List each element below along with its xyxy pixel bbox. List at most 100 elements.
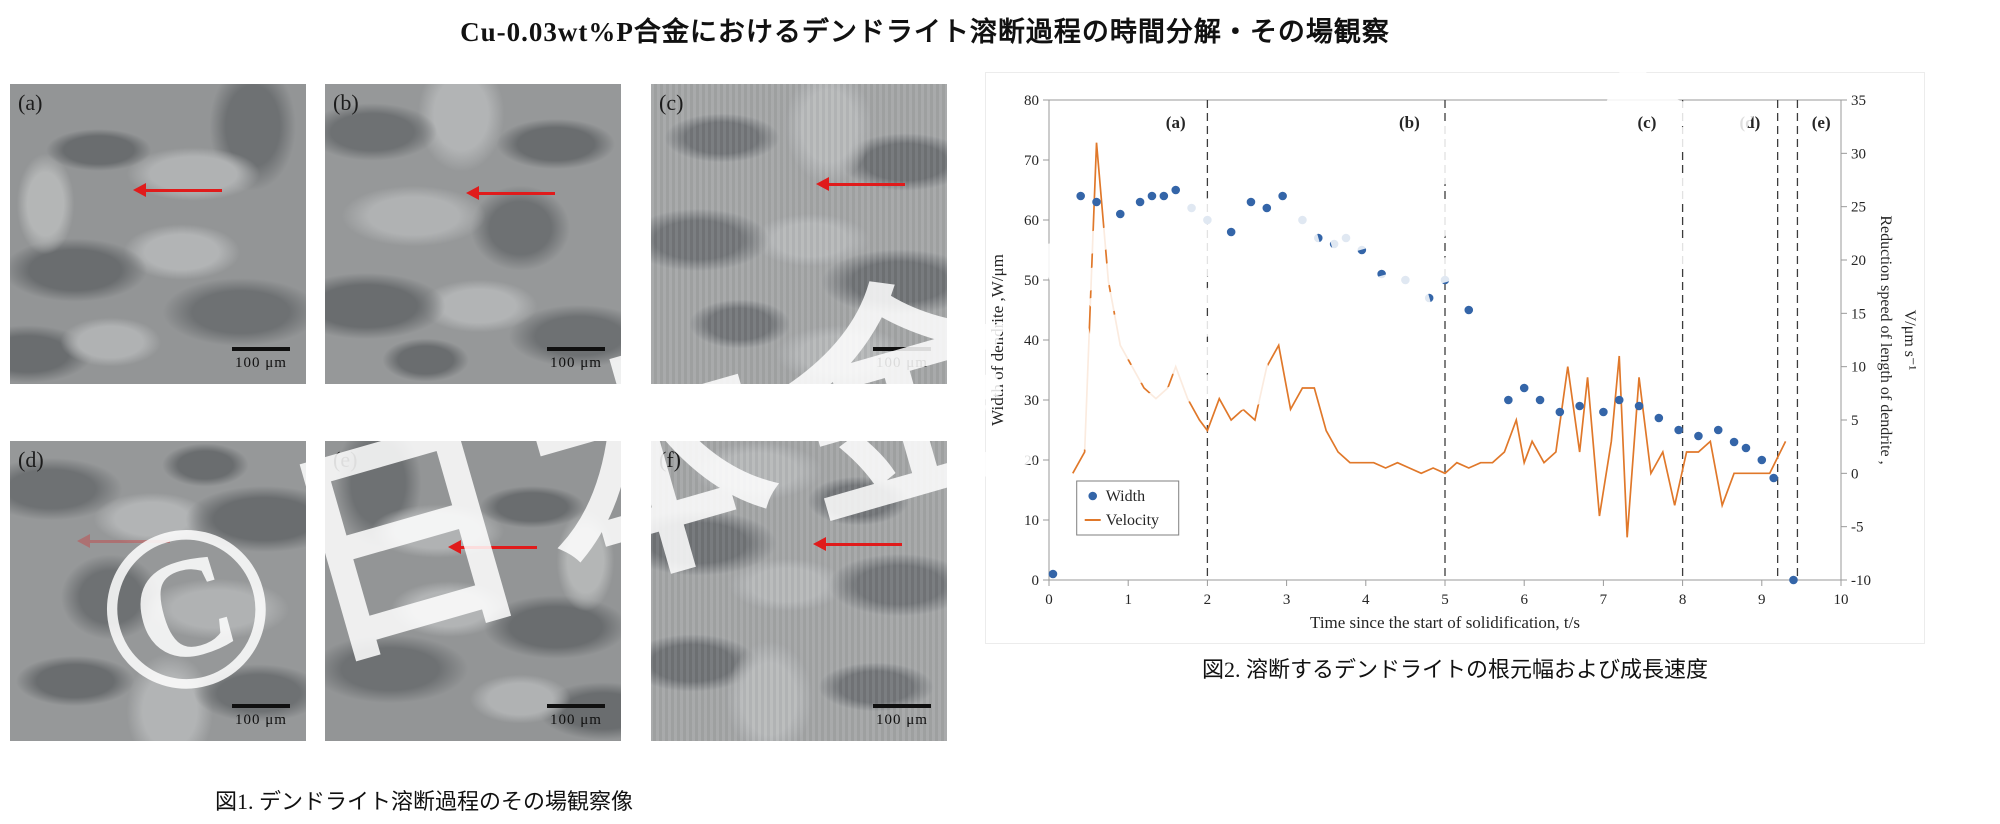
width-point <box>1278 191 1287 201</box>
width-point <box>1440 275 1450 285</box>
micrograph-image <box>651 84 947 384</box>
width-point <box>1048 569 1058 579</box>
micrograph-image <box>10 84 306 384</box>
width-point <box>1262 203 1272 213</box>
y-right-tick-label: 35 <box>1851 93 1866 109</box>
y-left-tick-label: 40 <box>1024 333 1039 349</box>
width-point <box>1246 197 1256 207</box>
width-point <box>1654 413 1664 423</box>
width-point <box>1159 191 1169 201</box>
phase-lines: (a) (b) (c) (d) (e) <box>1166 100 1831 580</box>
scale-bar: 100 μm <box>232 704 290 729</box>
micrograph-panel-a: (a) 100 μm <box>10 84 306 384</box>
phase-line-label: (d) <box>1740 113 1761 132</box>
width-point <box>1298 215 1307 225</box>
y-left-tick-label: 10 <box>1024 513 1039 529</box>
micrograph-panel-d: (d) 100 μm <box>10 441 306 741</box>
width-point <box>1575 401 1584 411</box>
width-point <box>1674 425 1683 435</box>
micrograph-image <box>651 441 947 741</box>
legend-width-marker <box>1088 491 1098 501</box>
width-point <box>1377 269 1386 279</box>
panel-label: (a) <box>18 90 43 115</box>
y-left-tick-label: 30 <box>1024 393 1039 409</box>
red-arrow-icon <box>133 183 223 197</box>
x-tick-label: 0 <box>1045 592 1053 608</box>
width-point <box>1135 197 1145 207</box>
width-series <box>1048 185 1798 585</box>
scale-bar-label: 100 μm <box>235 355 287 371</box>
y-left-tick-label: 70 <box>1024 153 1039 169</box>
x-axis-title: Time since the start of solidification, … <box>1310 613 1580 632</box>
chart-axes: 0 1 2 3 4 5 6 7 8 9 10 0 10 20 30 40 50 60 70 80 -10 -5 0 5 10 15… <box>988 93 1918 632</box>
y-right-tick-label: 5 <box>1851 413 1859 429</box>
width-point <box>1614 395 1624 405</box>
red-arrow-icon <box>812 537 902 551</box>
micrograph-image <box>325 84 621 384</box>
scale-bar-line <box>873 347 931 351</box>
micrograph-image <box>10 441 306 741</box>
width-point <box>1171 185 1181 195</box>
width-point <box>1092 197 1101 207</box>
panel-label: (d) <box>18 447 44 472</box>
y-right-tick-label: 20 <box>1851 253 1866 269</box>
x-tick-label: 4 <box>1362 592 1370 608</box>
micrograph-panel-f: (f) 100 μm <box>651 441 947 741</box>
width-point <box>1187 203 1196 213</box>
micrograph-panel-c: (c) 100 μm <box>651 84 947 384</box>
phase-line-label: (a) <box>1166 113 1186 132</box>
x-tick-label: 6 <box>1520 592 1528 608</box>
width-point <box>1519 383 1529 393</box>
x-tick-label: 10 <box>1834 592 1849 608</box>
width-point <box>1313 233 1323 243</box>
legend-width-label: Width <box>1106 488 1145 505</box>
velocity-series <box>1072 142 1787 538</box>
figure2-chart: 0 1 2 3 4 5 6 7 8 9 10 0 10 20 30 40 50 60 70 80 -10 -5 0 5 10 15… <box>985 72 1925 644</box>
phase-line-label: (b) <box>1399 113 1420 132</box>
x-tick-label: 3 <box>1283 592 1291 608</box>
y-right-axis-title: Reduction speed of length of dendrite , <box>1877 215 1894 464</box>
scale-bar-label: 100 μm <box>550 712 602 728</box>
x-tick-label: 5 <box>1441 592 1449 608</box>
width-point <box>1115 209 1125 219</box>
velocity-line <box>1072 142 1787 538</box>
figure2-chart-svg: 0 1 2 3 4 5 6 7 8 9 10 0 10 20 30 40 50 60 70 80 -10 -5 0 5 10 15… <box>985 72 1925 644</box>
scale-bar-line <box>873 704 931 708</box>
x-tick-label: 1 <box>1124 592 1132 608</box>
chart-outer-border <box>985 72 1925 644</box>
width-point <box>1741 443 1751 453</box>
width-point <box>1555 407 1565 417</box>
x-tick-label: 9 <box>1758 592 1766 608</box>
panel-label: (c) <box>659 90 684 115</box>
width-point <box>1729 437 1739 447</box>
width-point <box>1329 239 1339 249</box>
red-arrow-icon <box>448 540 538 554</box>
red-arrow-icon <box>76 534 170 548</box>
panel-label: (f) <box>659 447 681 472</box>
figure2-caption: 図2. 溶断するデンドライトの根元幅および成長速度 <box>1201 657 1708 682</box>
y-left-tick-label: 0 <box>1032 573 1040 589</box>
width-point <box>1424 293 1434 303</box>
width-point <box>1226 227 1236 237</box>
y-right-tick-label: -5 <box>1851 520 1864 536</box>
width-point <box>1634 401 1644 411</box>
scale-bar-label: 100 μm <box>876 355 928 371</box>
y-right-axis-unit: V/μm s⁻¹ <box>1901 310 1918 371</box>
x-tick-label: 7 <box>1600 592 1608 608</box>
phase-line-label: (e) <box>1812 113 1831 132</box>
width-point <box>1147 191 1157 201</box>
scale-bar-label: 100 μm <box>876 712 928 728</box>
width-point <box>1535 395 1545 405</box>
width-point <box>1599 407 1608 417</box>
width-point <box>1769 473 1778 483</box>
micrograph-image <box>325 441 621 741</box>
micrograph-panel-e: (e) 100 μm <box>325 441 621 741</box>
width-point <box>1357 245 1367 255</box>
y-left-tick-label: 50 <box>1024 273 1039 289</box>
scale-bar-line <box>547 347 605 351</box>
y-right-tick-label: 10 <box>1851 360 1866 376</box>
width-point <box>1203 215 1212 225</box>
y-left-tick-label: 20 <box>1024 453 1039 469</box>
panel-label: (e) <box>333 447 358 472</box>
chart-legend: Width Velocity <box>1076 480 1180 536</box>
